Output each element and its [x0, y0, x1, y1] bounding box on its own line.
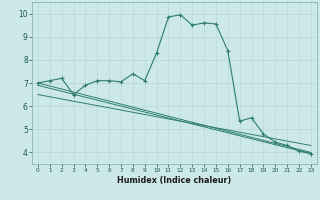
X-axis label: Humidex (Indice chaleur): Humidex (Indice chaleur)	[117, 176, 232, 185]
